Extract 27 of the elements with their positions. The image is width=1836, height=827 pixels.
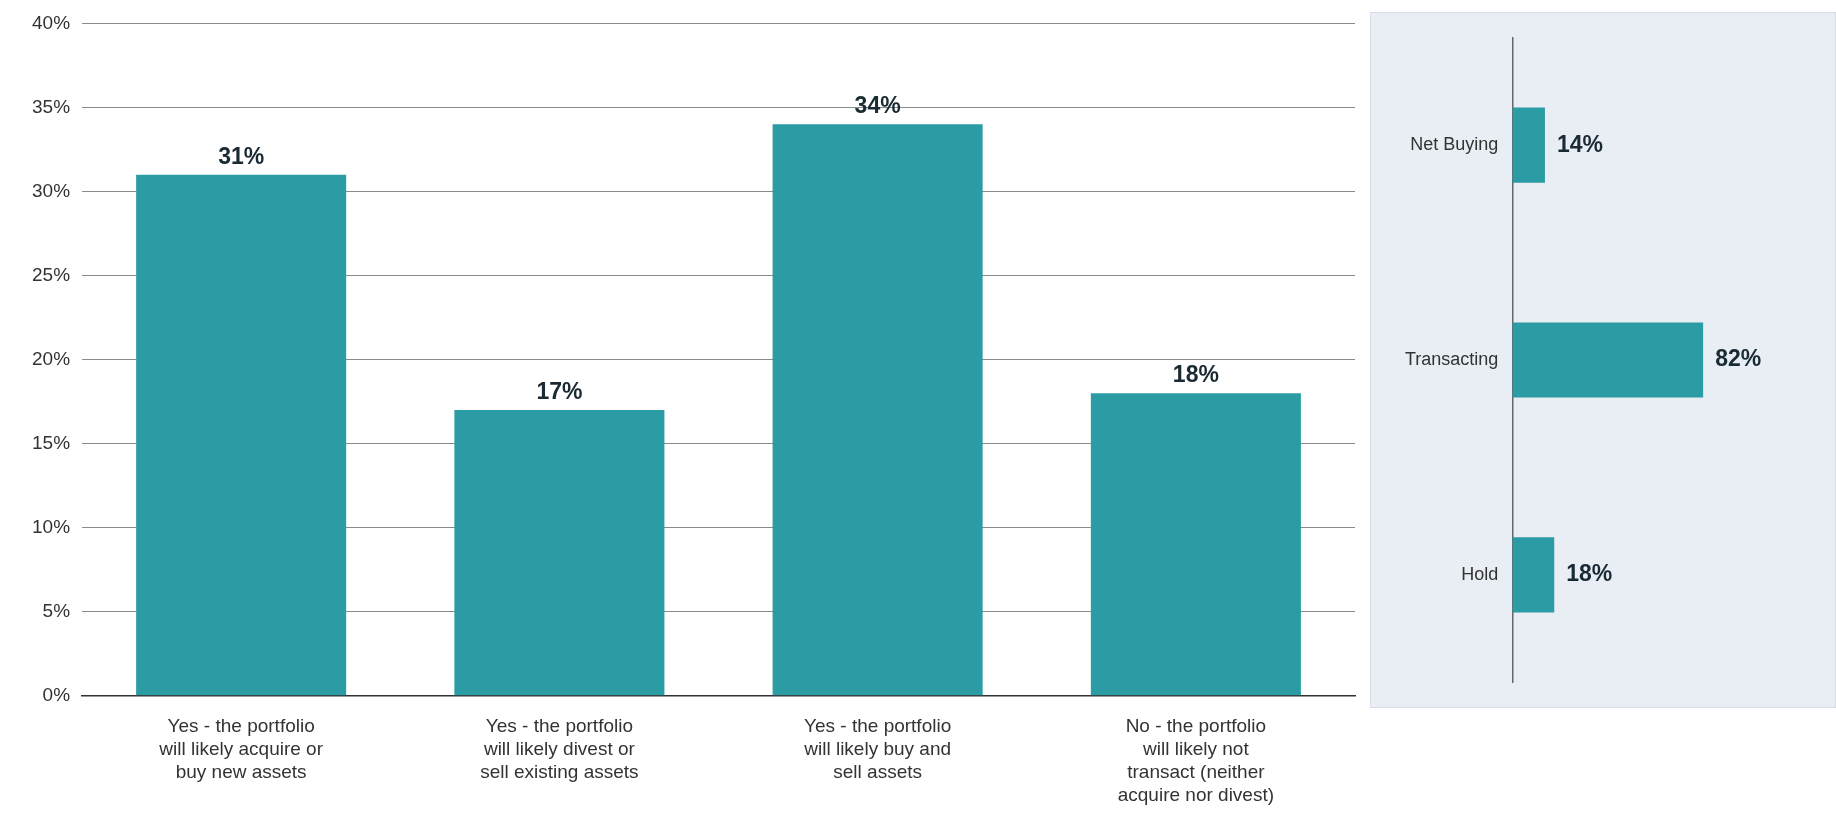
- y-tick-label: 25%: [32, 263, 71, 285]
- y-tick-label: 35%: [32, 95, 71, 117]
- data-label: 34%: [854, 92, 901, 119]
- y-tick-label: 10%: [32, 515, 71, 537]
- x-tick-label: No - the portfolio will likely not transact (neither acquire nor divest): [1117, 715, 1275, 805]
- y-tick-label: 5%: [42, 599, 71, 621]
- bar: [772, 124, 983, 696]
- data-label: 14%: [1556, 130, 1603, 157]
- bar: [1090, 393, 1301, 696]
- y-tick-label: 15%: [32, 431, 71, 453]
- bar: [136, 174, 347, 696]
- data-label: 18%: [1566, 560, 1613, 587]
- data-label: 82%: [1715, 345, 1762, 372]
- y-tick-label: 30%: [32, 179, 71, 201]
- y-tick-label: Net Buying: [1410, 134, 1499, 155]
- bar: [454, 410, 665, 696]
- y-tick-label: Hold: [1461, 563, 1499, 584]
- data-label: 17%: [536, 377, 583, 404]
- x-tick-label: Yes - the portfolio will likely buy and sell assets: [803, 715, 952, 783]
- y-tick-label: 40%: [32, 11, 71, 33]
- x-tick-label: Yes - the portfolio will likely acquire or buy new assets: [158, 715, 324, 783]
- data-label: 18%: [1172, 361, 1219, 388]
- y-tick-label: 20%: [32, 347, 71, 369]
- y-tick-label: Transacting: [1405, 348, 1499, 369]
- y-tick-label: 0%: [42, 684, 71, 706]
- x-tick-label: Yes - the portfolio will likely divest or sell existing assets: [480, 715, 639, 783]
- data-label: 31%: [218, 142, 265, 169]
